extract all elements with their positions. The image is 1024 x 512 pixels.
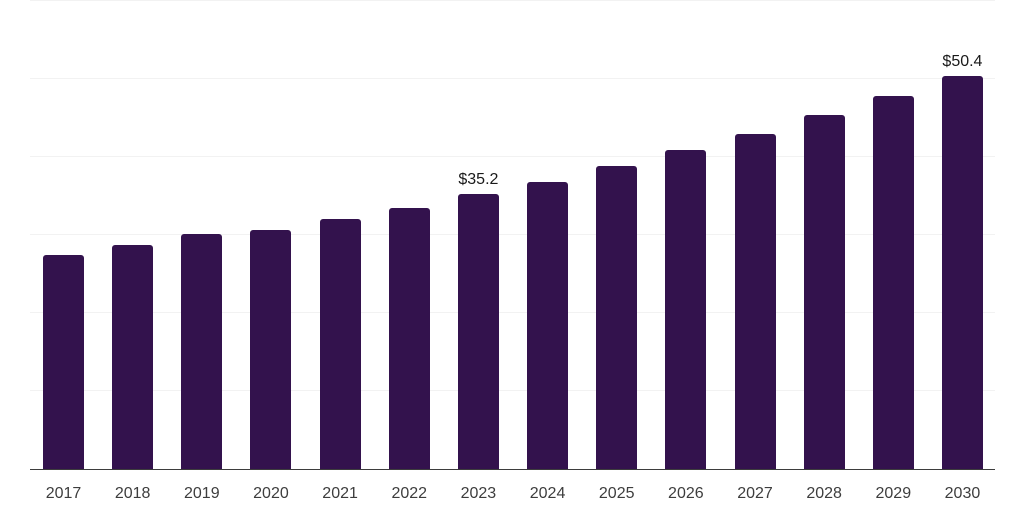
gridline <box>30 78 995 79</box>
bar-2017 <box>43 254 84 469</box>
gridline <box>30 390 995 391</box>
bar-2024 <box>527 181 569 469</box>
bar-2028 <box>803 114 845 469</box>
x-tick-2029: 2029 <box>875 485 912 502</box>
bar-2022 <box>388 208 430 469</box>
bar-2026 <box>665 149 707 469</box>
x-tick-2018: 2018 <box>114 485 151 502</box>
gridline <box>30 0 995 1</box>
bar-2018 <box>112 245 154 469</box>
bar-2023 <box>457 194 499 469</box>
bar-2020 <box>250 229 292 469</box>
x-tick-2019: 2019 <box>184 485 220 502</box>
bar-2025 <box>596 166 638 469</box>
x-tick-2021: 2021 <box>322 485 358 502</box>
bar-2021 <box>319 219 361 469</box>
plot-area: $35.2 $50.4 <box>30 0 995 470</box>
x-tick-2026: 2026 <box>668 485 704 502</box>
bar-2029 <box>872 96 914 469</box>
gridline <box>30 156 995 157</box>
x-tick-2022: 2022 <box>391 485 428 502</box>
gridline <box>30 312 995 313</box>
x-tick-2025: 2025 <box>598 485 635 502</box>
x-tick-2023: 2023 <box>460 485 497 502</box>
x-tick-2020: 2020 <box>253 485 289 502</box>
gridline <box>30 234 995 235</box>
x-tick-2028: 2028 <box>806 485 842 502</box>
x-tick-2027: 2027 <box>737 485 773 502</box>
x-tick-2017: 2017 <box>45 485 82 502</box>
data-label-2023: $35.2 <box>458 171 499 189</box>
x-axis-labels: 2017 2018 2019 2020 2021 2022 2023 2024 2025 2026… <box>30 485 995 507</box>
bar-2027 <box>734 134 776 469</box>
x-tick-2024: 2024 <box>529 485 566 502</box>
data-label-2030: $50.4 <box>942 52 983 70</box>
bar-2030 <box>941 75 983 469</box>
x-tick-2030: 2030 <box>944 485 981 502</box>
bar-2019 <box>181 234 223 469</box>
